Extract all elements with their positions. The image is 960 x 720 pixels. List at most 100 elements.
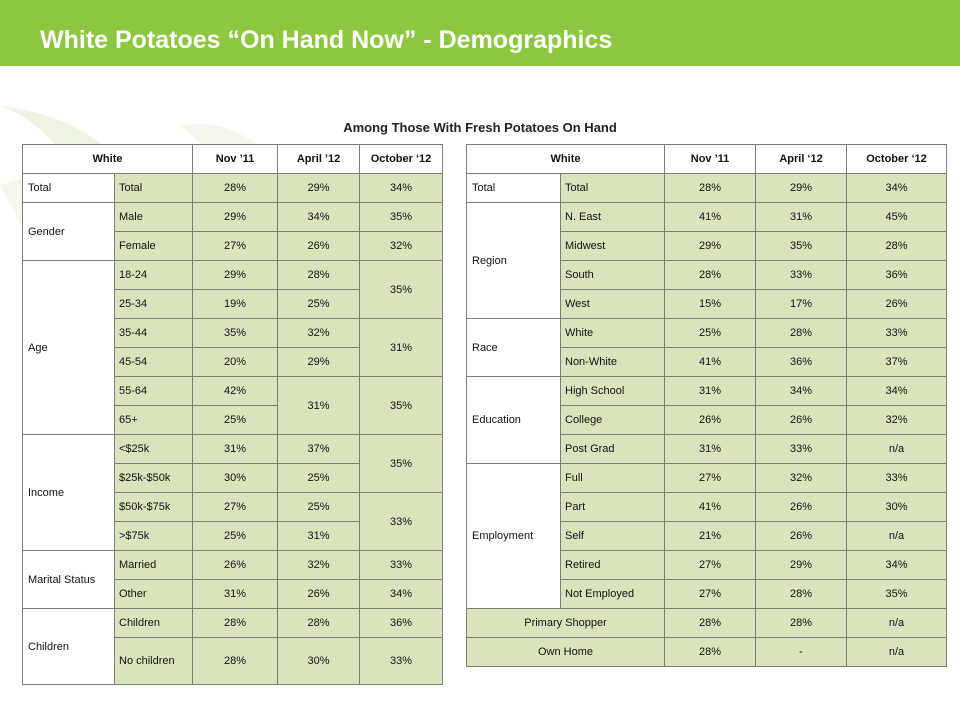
value-april: 26% <box>755 405 848 435</box>
row-label: Self <box>559 521 666 551</box>
value-nov: 28% <box>664 608 757 638</box>
table-row: South 28% 33% 36% <box>467 260 948 290</box>
value-nov: 28% <box>664 173 757 203</box>
value-april: 34% <box>277 202 361 232</box>
row-label: Part <box>559 492 666 522</box>
value-april: 28% <box>755 608 848 638</box>
value-april: 28% <box>277 608 361 638</box>
value-nov: 29% <box>192 260 279 290</box>
row-label: $25k-$50k <box>113 463 194 493</box>
row-label: 18-24 <box>113 260 194 290</box>
table-row: Post Grad 31% 33% n/a <box>467 434 948 464</box>
value-october: 35% <box>359 202 444 232</box>
header-october-12: October ‘12 <box>359 144 444 174</box>
row-label: 55-64 <box>113 376 194 406</box>
value-october: 28% <box>846 231 948 261</box>
value-nov: 28% <box>192 637 279 685</box>
value-nov: 25% <box>664 318 757 348</box>
group-label-region: Region <box>466 202 561 319</box>
table-row: Total Total 28% 29% 34% <box>466 173 948 203</box>
row-label: Female <box>113 231 194 261</box>
value-april: 31% <box>755 202 848 232</box>
value-october: 30% <box>846 492 948 522</box>
table-header-row: White Nov ’11 April ‘12 October ‘12 <box>465 144 948 174</box>
row-label: Midwest <box>559 231 666 261</box>
group-label-marital-status: Marital Status <box>22 550 115 609</box>
table-row: Region N. East 41% 31% 45% <box>466 202 948 319</box>
table-row: $50k-$75k 27% 25% 33% <box>23 492 444 551</box>
value-nov: 19% <box>192 289 279 319</box>
value-october: n/a <box>846 521 948 551</box>
value-april: 26% <box>277 579 361 609</box>
row-label: West <box>559 289 666 319</box>
row-label: 65+ <box>113 405 194 435</box>
group-label-income: Income <box>22 434 115 551</box>
table-row: Race White 25% 28% 33% <box>466 318 948 377</box>
group-label-gender: Gender <box>22 202 115 261</box>
table-row: Female 27% 26% 32% <box>23 231 444 261</box>
value-april: 29% <box>755 550 848 580</box>
header-nov-11: Nov ’11 <box>192 144 279 174</box>
row-label: 25-34 <box>113 289 194 319</box>
table-row: Other 31% 26% 34% <box>23 579 444 609</box>
value-april: 29% <box>277 347 361 377</box>
value-nov: 20% <box>192 347 279 377</box>
value-april: 29% <box>755 173 848 203</box>
value-april: 32% <box>277 318 361 348</box>
row-label: $50k-$75k <box>113 492 194 522</box>
row-label: Full <box>559 463 666 493</box>
table-row: Part 41% 26% 30% <box>467 492 948 522</box>
table-row: Marital Status Married 26% 32% 33% <box>22 550 444 609</box>
group-label-education: Education <box>466 376 561 464</box>
value-nov: 41% <box>664 492 757 522</box>
group-label-total: Total <box>466 173 561 203</box>
value-april: 33% <box>755 260 848 290</box>
table-header-row: White Nov ’11 April ’12 October ‘12 <box>21 144 444 174</box>
value-nov: 27% <box>192 231 279 261</box>
value-april: 26% <box>755 521 848 551</box>
value-october: 34% <box>359 173 444 203</box>
row-label-own-home: Own Home <box>465 637 666 667</box>
row-label: White <box>559 318 666 348</box>
value-nov: 27% <box>664 579 757 609</box>
value-nov: 31% <box>664 434 757 464</box>
table-row: 55-64 42% 31% 35% <box>23 376 444 435</box>
value-nov: 42% <box>192 376 279 406</box>
table-row: 45-54 20% 29% <box>23 347 443 377</box>
value-october: 33% <box>359 637 444 685</box>
value-april: 28% <box>755 579 848 609</box>
left-demographics-table: White Nov ’11 April ’12 October ‘12 Tota… <box>21 144 444 685</box>
value-october: 35% <box>359 376 444 435</box>
value-october: 36% <box>359 608 444 638</box>
header-bar: White Potatoes “On Hand Now” - Demograph… <box>0 0 960 66</box>
value-october: 26% <box>846 289 948 319</box>
value-april: 35% <box>755 231 848 261</box>
value-october: n/a <box>846 434 948 464</box>
value-nov: 26% <box>192 550 279 580</box>
value-nov: 26% <box>664 405 757 435</box>
row-label: >$75k <box>113 521 194 551</box>
table-row: Income <$25k 31% 37% 35% <box>22 434 444 551</box>
value-nov: 28% <box>192 173 279 203</box>
header-april-12: April ’12 <box>277 144 361 174</box>
table-subtitle: Among Those With Fresh Potatoes On Hand <box>343 120 617 135</box>
table-row: Self 21% 26% n/a <box>467 521 948 551</box>
row-label: South <box>559 260 666 290</box>
value-april: 25% <box>277 492 361 522</box>
group-label-total: Total <box>22 173 115 203</box>
value-april: 32% <box>755 463 848 493</box>
table-row: Non-White 41% 36% 37% <box>467 347 948 377</box>
value-nov: 21% <box>664 521 757 551</box>
value-nov: 41% <box>664 347 757 377</box>
value-april: 26% <box>277 231 361 261</box>
group-label-race: Race <box>466 318 561 377</box>
value-april: 25% <box>277 289 361 319</box>
value-nov: 25% <box>192 405 279 435</box>
value-october: 33% <box>846 463 948 493</box>
value-october: 35% <box>846 579 948 609</box>
value-october: 35% <box>359 260 444 319</box>
value-nov: 15% <box>664 289 757 319</box>
table-row: Age 18-24 29% 28% 35% <box>22 260 444 435</box>
value-october: 45% <box>846 202 948 232</box>
value-october: 34% <box>846 550 948 580</box>
